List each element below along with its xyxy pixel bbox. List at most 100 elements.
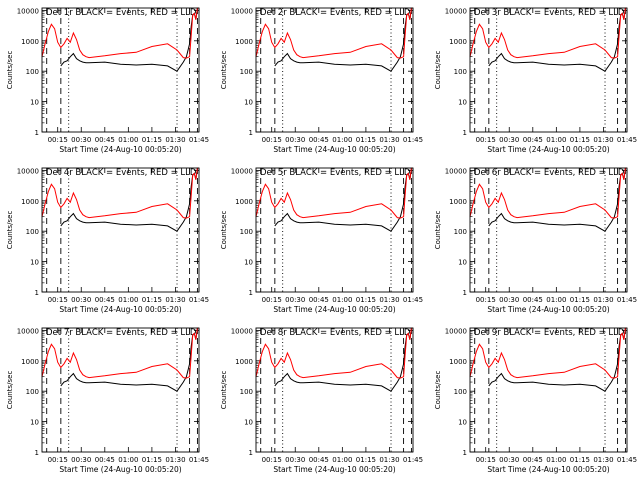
chart-panel-5: Det 5r BLACK = Events, RED = LLD 1 10 100 10…: [220, 167, 423, 314]
y-tick-label: 10000: [231, 327, 253, 335]
y-tick-label: 100: [26, 68, 39, 76]
plot-frame: [255, 327, 414, 453]
plot-frame: [41, 167, 200, 293]
x-tick-label: 00:15: [476, 136, 496, 144]
plot-frame: [255, 7, 414, 133]
y-tick-label: 10000: [445, 167, 467, 175]
y-tick-label: 1: [35, 129, 39, 137]
y-axis-label: Counts/sec: [6, 211, 14, 250]
y-axis-label: Counts/sec: [434, 51, 442, 90]
x-tick-label: 00:15: [476, 296, 496, 304]
x-tick-label: 01:15: [570, 296, 590, 304]
y-tick-label: 1000: [235, 38, 253, 46]
x-axis-label: Start Time (24-Aug-10 00:05:20): [487, 305, 609, 314]
y-axis-label: Counts/sec: [220, 371, 228, 410]
x-tick-label: 01:00: [546, 456, 566, 464]
x-tick-label: 00:30: [285, 296, 305, 304]
x-tick-label: 01:00: [546, 296, 566, 304]
x-tick-label: 01:00: [546, 136, 566, 144]
y-axis-label: Counts/sec: [220, 51, 228, 90]
y-tick-label: 1: [249, 449, 253, 457]
x-tick-label: 01:45: [189, 136, 209, 144]
y-tick-label: 100: [454, 388, 467, 396]
series-line-lld: [255, 327, 413, 379]
plot-frame: [255, 167, 414, 293]
x-tick-label: 01:45: [617, 456, 637, 464]
x-tick-label: 01:30: [379, 136, 399, 144]
y-tick-label: 1000: [21, 358, 39, 366]
plot-frame: [41, 7, 200, 133]
y-tick-label: 10: [458, 259, 467, 267]
y-tick-label: 1: [249, 289, 253, 297]
y-tick-label: 10000: [17, 7, 39, 15]
chart-panel-7: Det 7r BLACK = Events, RED = LLD 1 10 100 10…: [6, 327, 209, 474]
chart-title: Det 3r BLACK = Events, RED = LLD: [474, 8, 625, 18]
x-tick-label: 00:45: [95, 296, 115, 304]
y-tick-label: 10: [458, 419, 467, 427]
chart-title: Det 6r BLACK = Events, RED = LLD: [474, 168, 625, 178]
y-tick-label: 10000: [445, 7, 467, 15]
x-tick-label: 00:15: [476, 456, 496, 464]
y-tick-label: 10: [30, 419, 39, 427]
y-tick-label: 10: [244, 419, 253, 427]
y-tick-label: 1: [35, 289, 39, 297]
x-tick-label: 00:30: [285, 136, 305, 144]
x-tick-label: 01:30: [593, 456, 613, 464]
series-line-lld: [255, 7, 413, 59]
y-tick-label: 1000: [235, 358, 253, 366]
x-tick-label: 01:45: [403, 296, 423, 304]
chart-panel-9: Det 9r BLACK = Events, RED = LLD 1 10 100 10…: [434, 327, 637, 474]
plot-frame: [469, 167, 628, 293]
y-tick-label: 10: [30, 99, 39, 107]
x-axis-label: Start Time (24-Aug-10 00:05:20): [487, 145, 609, 154]
chart-title: Det 8r BLACK = Events, RED = LLD: [260, 328, 411, 338]
x-tick-label: 00:30: [71, 456, 91, 464]
y-tick-label: 1: [463, 289, 467, 297]
y-tick-label: 10000: [231, 7, 253, 15]
y-tick-label: 1: [463, 449, 467, 457]
chart-panel-3: Det 3r BLACK = Events, RED = LLD 1 10 100 10…: [434, 7, 637, 154]
x-tick-label: 00:15: [262, 136, 282, 144]
y-tick-label: 100: [26, 228, 39, 236]
y-tick-label: 1000: [21, 38, 39, 46]
y-axis-label: Counts/sec: [434, 211, 442, 250]
x-tick-label: 00:15: [48, 136, 68, 144]
y-tick-label: 1000: [235, 198, 253, 206]
chart-panel-2: Det 2r BLACK = Events, RED = LLD 1 10 100 10…: [220, 7, 423, 154]
y-tick-label: 10000: [445, 327, 467, 335]
x-tick-label: 00:30: [499, 456, 519, 464]
x-tick-label: 01:30: [593, 136, 613, 144]
y-tick-label: 100: [454, 228, 467, 236]
x-tick-label: 01:15: [570, 136, 590, 144]
series-line-lld: [41, 7, 199, 59]
chart-panel-4: Det 4r BLACK = Events, RED = LLD 1 10 100 10…: [6, 167, 209, 314]
chart-panel-8: Det 8r BLACK = Events, RED = LLD 1 10 100 10…: [220, 327, 423, 474]
x-tick-label: 01:15: [356, 456, 376, 464]
x-tick-label: 00:15: [262, 296, 282, 304]
x-tick-label: 00:45: [523, 296, 543, 304]
chart-title: Det 1r BLACK = Events, RED = LLD: [46, 8, 197, 18]
x-tick-label: 01:15: [142, 296, 162, 304]
x-tick-label: 00:45: [523, 136, 543, 144]
y-tick-label: 10: [30, 259, 39, 267]
chart-title: Det 2r BLACK = Events, RED = LLD: [260, 8, 411, 18]
x-tick-label: 00:45: [309, 456, 329, 464]
x-tick-label: 01:45: [617, 136, 637, 144]
x-tick-label: 00:45: [95, 456, 115, 464]
x-tick-label: 00:30: [71, 296, 91, 304]
x-tick-label: 01:00: [332, 136, 352, 144]
chart-title: Det 5r BLACK = Events, RED = LLD: [260, 168, 411, 178]
y-tick-label: 100: [240, 68, 253, 76]
x-tick-label: 00:30: [499, 136, 519, 144]
y-tick-label: 1000: [449, 198, 467, 206]
y-tick-label: 10: [244, 259, 253, 267]
x-tick-label: 00:45: [95, 136, 115, 144]
x-tick-label: 01:15: [356, 296, 376, 304]
x-axis-label: Start Time (24-Aug-10 00:05:20): [59, 145, 181, 154]
chart-title: Det 4r BLACK = Events, RED = LLD: [46, 168, 197, 178]
x-tick-label: 00:45: [309, 296, 329, 304]
x-tick-label: 01:45: [617, 296, 637, 304]
y-tick-label: 1: [463, 129, 467, 137]
chart-title: Det 7r BLACK = Events, RED = LLD: [46, 328, 197, 338]
